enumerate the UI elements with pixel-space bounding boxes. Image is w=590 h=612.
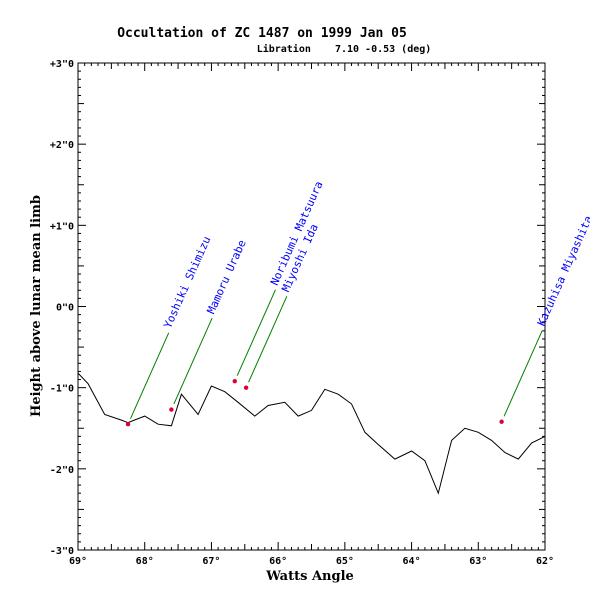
- x-tick-label: 69°: [69, 556, 87, 567]
- y-tick-labels: +3"0 +2"0 +1"0 0"0 -1"0 -2"0 -3"0: [50, 59, 74, 557]
- y-tick-label: +1"0: [50, 221, 74, 232]
- y-tick-label: -1"0: [50, 384, 74, 395]
- x-tick-label: 65°: [336, 556, 354, 567]
- x-tick-label: 67°: [202, 556, 220, 567]
- x-tick-label: 68°: [136, 556, 154, 567]
- y-tick-label: -2"0: [50, 465, 74, 476]
- observer-label: Mamoru Urabe: [205, 238, 249, 316]
- x-axis-label: Watts Angle: [265, 569, 354, 584]
- x-tick-labels: 69° 68° 67° 66° 65° 64° 63° 62°: [69, 556, 554, 567]
- observer-leader-line: [130, 332, 170, 419]
- limb-profile-line: [77, 372, 546, 495]
- observation-point: [499, 419, 504, 424]
- x-tick-label: 66°: [269, 556, 287, 567]
- observation-point: [125, 421, 131, 427]
- chart-title: Occultation of ZC 1487 on 1999 Jan 05: [117, 26, 407, 41]
- observer-leader-line: [173, 318, 213, 405]
- limb-profile: [77, 372, 546, 495]
- x-tick-label: 64°: [403, 556, 421, 567]
- observer-leader-line: [248, 296, 288, 383]
- plot-frame: [77, 62, 546, 551]
- y-tick-label: +2"0: [50, 140, 74, 151]
- x-tick-label: 63°: [469, 556, 487, 567]
- axis-ticks: [77, 62, 546, 551]
- y-axis-label: Height above lunar mean limb: [29, 195, 44, 417]
- observer-label: Yoshiki Shimizu: [161, 234, 213, 330]
- observation-point: [243, 385, 249, 390]
- observer-label: Kazuhisa Miyashita: [535, 214, 590, 328]
- x-tick-label: 62°: [536, 556, 554, 567]
- observer-leader-line: [503, 330, 543, 417]
- y-tick-label: +3"0: [50, 59, 74, 70]
- observation-point: [169, 407, 174, 412]
- chart-subtitle: Libration 7.10 -0.53 (deg): [257, 43, 432, 55]
- y-tick-label: 0"0: [56, 303, 74, 314]
- y-tick-label: -3"0: [50, 546, 74, 557]
- observation-point: [232, 378, 237, 384]
- observer-leader-line: [236, 289, 276, 376]
